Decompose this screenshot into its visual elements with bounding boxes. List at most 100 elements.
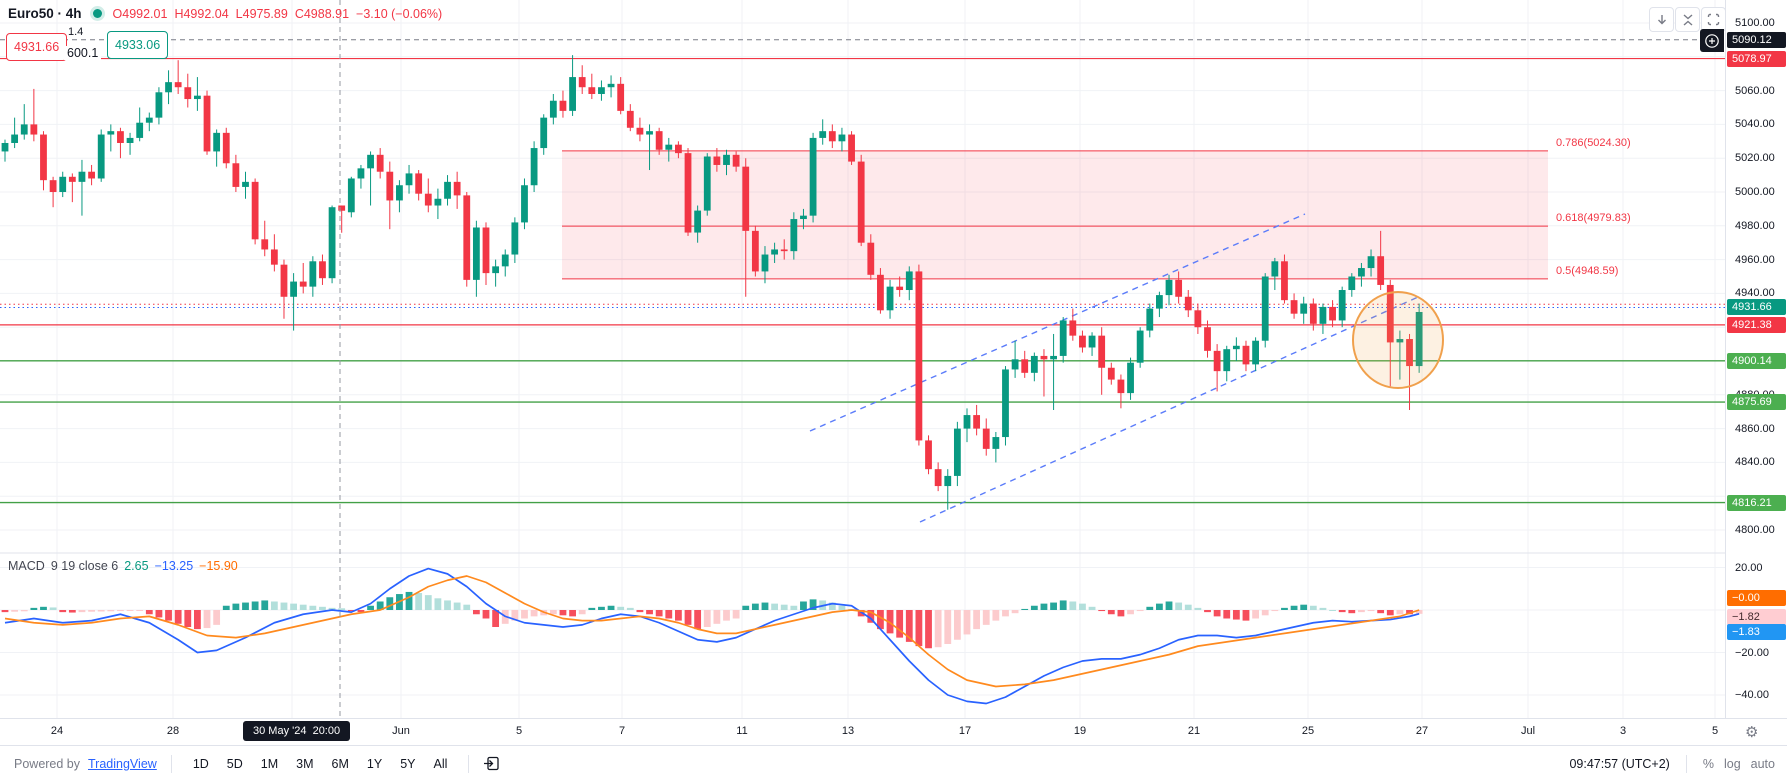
macd-hist-bar: [357, 610, 365, 613]
macd-line-value: −13.25: [154, 559, 194, 573]
ohlc-close: C4988.91: [294, 6, 350, 21]
macd-hist-bar: [915, 610, 923, 647]
macd-hist-bar: [973, 610, 981, 630]
macd-hist-bar: [270, 601, 278, 610]
candle-body: [1329, 306, 1336, 321]
auto-scale-button[interactable]: auto: [1750, 756, 1775, 771]
go-to-date-icon: [484, 756, 500, 771]
macd-hist-bar: [1329, 610, 1336, 611]
macd-hist-bar: [511, 610, 519, 621]
candle-body: [386, 171, 394, 201]
macd-hist-bar: [925, 610, 932, 649]
candle-body: [915, 271, 923, 441]
time-axis[interactable]: 30 May '24 20:00 ⚙ 24 28 Jun 5 7 11 13 17 19 21 25…: [0, 718, 1787, 746]
scroll-down-button[interactable]: [1649, 7, 1674, 32]
price-badge: 4816.21: [1727, 494, 1786, 511]
range-button-5d[interactable]: 5D: [226, 756, 243, 771]
macd-hist-bar: [1204, 610, 1211, 613]
candle-body: [1406, 339, 1413, 367]
candle-body: [367, 154, 374, 169]
candle-body: [299, 281, 307, 287]
candle-body: [88, 171, 95, 179]
macd-hist-bar: [1098, 610, 1106, 612]
candle-body: [694, 210, 702, 233]
candle-body: [434, 198, 442, 206]
candle-body: [59, 176, 67, 192]
time-label: 5: [515, 725, 523, 737]
candle-body: [242, 181, 249, 187]
candle-body: [665, 144, 673, 150]
macd-hist-bar: [713, 610, 721, 624]
macd-title[interactable]: MACD: [8, 559, 45, 573]
candle-body: [78, 171, 86, 182]
settings-gear-icon[interactable]: ⚙: [1745, 724, 1759, 741]
candle-body: [328, 207, 336, 279]
candle-body: [973, 415, 981, 429]
fib-level-label: 0.786(5024.30): [1556, 137, 1631, 149]
order-price-label-low[interactable]: 4931.66: [6, 33, 68, 61]
range-button-1m[interactable]: 1M: [260, 756, 279, 771]
candle-body: [1242, 345, 1250, 365]
candle-body: [1021, 359, 1029, 373]
symbol-title[interactable]: Euro50 · 4h: [8, 6, 82, 21]
fib-level-label: 0.618(4979.83): [1556, 212, 1631, 224]
macd-hist-bar: [1213, 610, 1221, 617]
collapse-pane-button[interactable]: [1675, 7, 1700, 32]
macd-hist-bar: [1069, 601, 1077, 610]
macd-tick-label: −40.00: [1735, 689, 1769, 701]
candle-body: [1136, 330, 1144, 363]
range-buttons: 1D 5D 1M 3M 6M 1Y 5Y All: [186, 754, 455, 774]
range-button-3m[interactable]: 3M: [296, 756, 314, 771]
candle-body: [1367, 256, 1375, 269]
macd-hist-bar: [136, 610, 144, 611]
candle-body: [751, 230, 759, 272]
candle-body: [1098, 335, 1106, 368]
order-price-label-high[interactable]: 4933.06: [107, 31, 169, 59]
macd-hist-bar: [184, 610, 192, 627]
macd-hist-bar: [453, 602, 461, 610]
macd-hist-bar: [280, 602, 288, 610]
candle-body: [703, 156, 711, 211]
macd-hist-bar: [1386, 610, 1394, 616]
candle-body: [588, 87, 596, 94]
candle-body: [905, 271, 913, 291]
candle-body: [1156, 295, 1163, 309]
price-tick-label: 5060.00: [1735, 84, 1775, 97]
crosshair-time-tooltip: 30 May '24 20:00: [243, 721, 351, 741]
macd-hist-bar: [338, 608, 346, 610]
macd-hist-bar: [1396, 610, 1404, 615]
price-badge: 5090.12: [1727, 31, 1786, 48]
range-button-6m[interactable]: 6M: [331, 756, 349, 771]
clock-label[interactable]: 09:47:57 (UTC+2): [1569, 756, 1670, 771]
macd-hist-bar: [88, 610, 95, 612]
candle-body: [886, 286, 894, 311]
macd-hist-bar: [40, 606, 47, 610]
candle-body: [569, 77, 576, 111]
range-button-all[interactable]: All: [433, 756, 448, 771]
macd-hist-bar: [290, 603, 297, 610]
candle-body: [1165, 279, 1173, 296]
candle-body: [270, 249, 278, 265]
macd-params: 9 19 close 6: [50, 559, 119, 573]
macd-hist-bar: [1107, 610, 1115, 615]
log-scale-button[interactable]: log: [1723, 756, 1741, 771]
range-button-5y[interactable]: 5Y: [400, 756, 416, 771]
macd-hist-bar: [963, 610, 971, 635]
range-button-1y[interactable]: 1Y: [366, 756, 383, 771]
macd-hist-bar: [809, 599, 817, 610]
tradingview-link[interactable]: TradingView: [88, 756, 157, 771]
candle-body: [415, 173, 423, 194]
macd-hist-bar: [328, 607, 336, 610]
candle-body: [848, 134, 855, 162]
macd-hist-bar: [1194, 607, 1202, 610]
chart-canvas[interactable]: 0.786(5024.30) 0.618(4979.83) 0.5(4948.59): [0, 0, 1725, 718]
macd-hist-bar: [424, 595, 432, 610]
price-axis[interactable]: 5100.00 5060.00 5040.00 5020.00 5000.00 4980.…: [1725, 0, 1787, 718]
go-to-date-button[interactable]: [483, 755, 500, 772]
range-button-1d[interactable]: 1D: [192, 756, 209, 771]
candle-body: [1079, 335, 1086, 348]
add-alert-button[interactable]: [1700, 29, 1724, 52]
macd-hist-bar: [953, 610, 961, 640]
market-status-icon: [92, 9, 102, 18]
percent-scale-button[interactable]: %: [1702, 756, 1714, 771]
